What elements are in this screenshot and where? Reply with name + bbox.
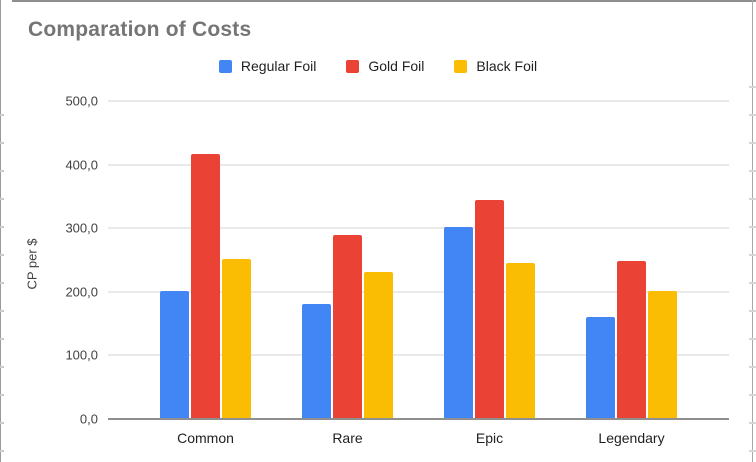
legend-swatch-icon-gold-foil — [346, 59, 360, 73]
y-tick-label-200: 200,0 — [65, 284, 98, 300]
bar-black-foil-legendary — [648, 291, 677, 419]
category-label-epic: Epic — [475, 430, 504, 446]
legend-label-regular-foil: Regular Foil — [240, 58, 317, 74]
legend-item-regular-foil: Regular Foil — [218, 58, 317, 74]
bar-black-foil-rare — [364, 272, 393, 419]
bar-group-common: Common — [160, 101, 251, 446]
legend-swatch-icon-black-foil — [454, 59, 468, 73]
category-label-common: Common — [177, 430, 234, 446]
bar-gold-foil-rare — [333, 235, 362, 419]
bar-group-epic: Epic — [444, 101, 535, 446]
legend-item-gold-foil: Gold Foil — [346, 58, 424, 74]
bar-regular-foil-epic — [444, 226, 473, 419]
gridline-100 — [108, 354, 729, 357]
sheet-row-ticks-right — [749, 60, 756, 462]
gridline-400 — [108, 163, 729, 166]
bar-black-foil-common — [222, 258, 251, 419]
bar-groups: Common Rare Epic Legendary — [108, 101, 729, 446]
legend-label-black-foil: Black Foil — [476, 58, 538, 74]
legend-item-black-foil: Black Foil — [454, 58, 537, 74]
plot-area: Common Rare Epic Legendary — [108, 100, 729, 446]
bar-regular-foil-legendary — [586, 316, 615, 419]
legend-label-gold-foil: Gold Foil — [368, 58, 425, 74]
bar-group-legendary: Legendary — [586, 101, 677, 446]
category-label-rare: Rare — [332, 430, 363, 446]
sheet-border-top — [12, 0, 756, 2]
y-tick-label-500: 500,0 — [65, 93, 98, 109]
y-tick-label-0: 0,0 — [79, 411, 98, 427]
category-label-legendary: Legendary — [598, 430, 665, 446]
bar-gold-foil-legendary — [617, 260, 646, 419]
y-tick-labels: 0,0 100,0 200,0 300,0 400,0 500,0 — [0, 94, 98, 427]
legend: Regular Foil Gold Foil Black Foil — [0, 56, 756, 76]
gridline-200 — [108, 290, 729, 293]
gridline-500 — [108, 100, 729, 102]
legend-swatch-icon-regular-foil — [218, 59, 232, 73]
bar-group-rare: Rare — [302, 101, 393, 446]
gridline-300 — [108, 227, 729, 230]
y-tick-label-100: 100,0 — [65, 347, 98, 363]
bar-gold-foil-epic — [475, 200, 504, 419]
sheet-row-ticks-left — [0, 88, 4, 462]
bar-regular-foil-rare — [302, 303, 331, 419]
x-axis-line — [108, 418, 729, 420]
y-tick-label-300: 300,0 — [65, 220, 98, 236]
bar-gold-foil-common — [191, 153, 220, 419]
y-tick-label-400: 400,0 — [65, 157, 98, 173]
chart-title: Comparation of Costs — [28, 18, 252, 41]
bar-black-foil-epic — [506, 262, 535, 419]
bar-regular-foil-common — [160, 291, 189, 419]
